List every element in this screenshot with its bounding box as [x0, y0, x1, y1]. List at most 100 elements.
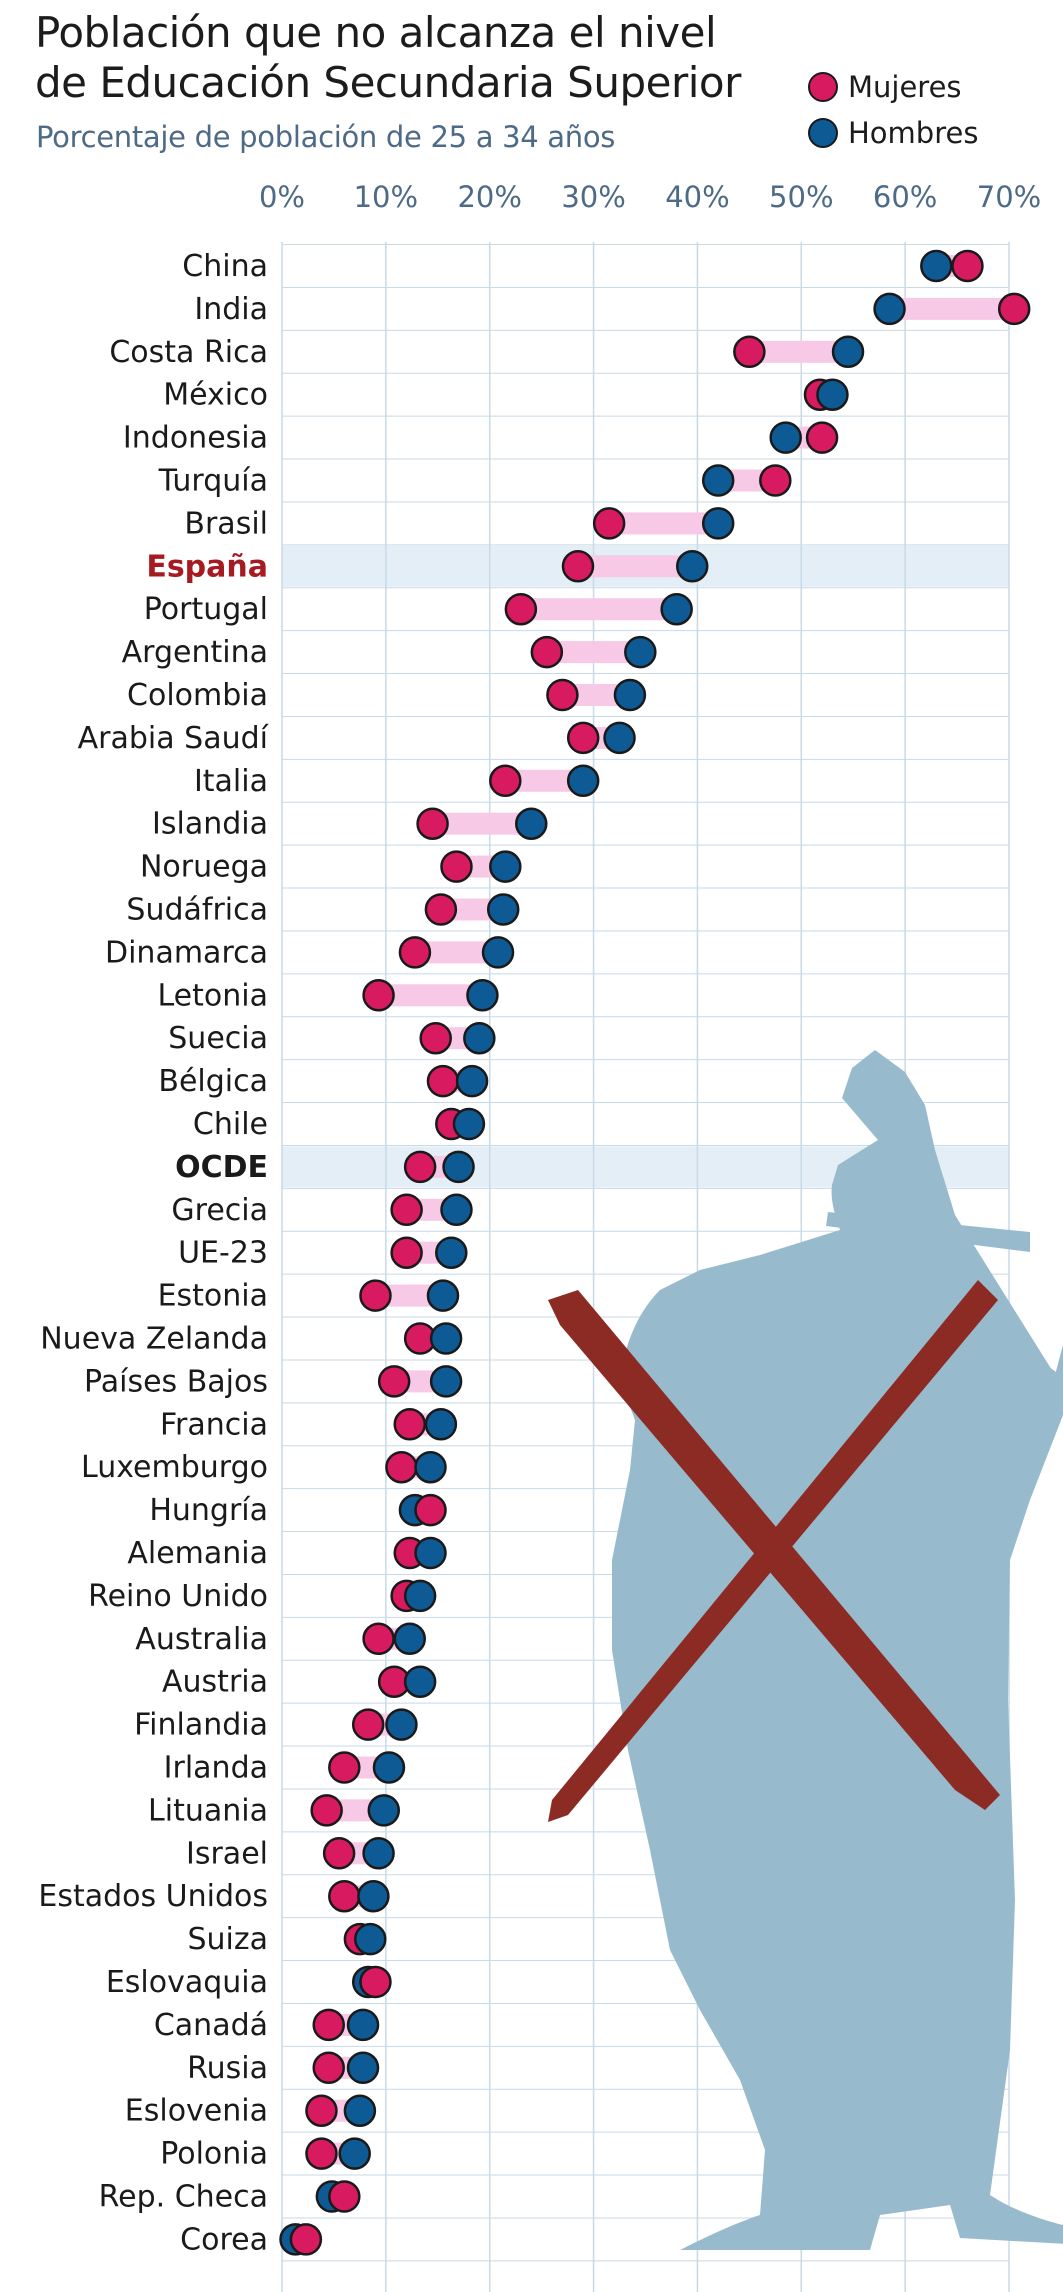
dot-mujeres [414, 1493, 447, 1527]
graduate-cap-tassel [670, 1342, 676, 1390]
dot-hombres [385, 1708, 418, 1741]
country-label: Canadá [154, 2008, 268, 2043]
x-tick-label: 60% [873, 180, 937, 214]
range-bar [505, 769, 584, 792]
dot-hombres [920, 249, 953, 283]
dot-mujeres [312, 2051, 345, 2085]
country-label: México [163, 378, 268, 413]
dot-mujeres [322, 1837, 356, 1870]
dot-hombres [372, 1751, 406, 1784]
dot-hombres [873, 292, 906, 326]
chart-title-line-2: de Educación Secundaria Superior [35, 58, 741, 107]
country-label: Costa Rica [109, 335, 268, 370]
dot-mujeres [359, 1965, 392, 1999]
country-label: Eslovaquia [106, 1965, 268, 2000]
dot-mujeres [805, 421, 839, 454]
country-label: Estonia [158, 1279, 268, 1314]
dot-mujeres [305, 2094, 338, 2127]
dot-hombres [769, 421, 802, 454]
country-label: Australia [135, 1622, 268, 1657]
dot-mujeres [561, 550, 595, 583]
country-label: Luxemburgo [81, 1450, 268, 1485]
dot-hombres [442, 1150, 475, 1184]
country-label: Lituania [148, 1793, 268, 1828]
country-label: Corea [180, 2222, 268, 2257]
dot-mujeres [351, 1708, 385, 1741]
dot-hombres [424, 1408, 458, 1441]
dot-mujeres [328, 1879, 361, 1913]
dot-hombres [346, 2008, 380, 2042]
x-tick-label: 10% [354, 180, 418, 214]
dot-mujeres [289, 2223, 323, 2256]
country-label: Dinamarca [105, 935, 268, 970]
dot-mujeres [310, 1794, 343, 1827]
country-label: OCDE [175, 1150, 268, 1185]
country-label: Rep. Checa [99, 2180, 268, 2215]
country-label: Sudáfrica [126, 893, 268, 928]
country-labels: China India Costa Rica México Indonesia Turqu… [38, 249, 269, 2257]
range-bar [378, 984, 483, 1007]
dot-hombres [362, 1837, 395, 1870]
x-tick-label: 70% [977, 180, 1041, 214]
dot-hombres [660, 592, 693, 626]
country-label: Argentina [122, 635, 268, 670]
legend-dot-hombres [808, 118, 838, 148]
range-bar [520, 598, 677, 621]
country-label: Portugal [144, 592, 268, 627]
dot-mujeres [359, 1279, 392, 1312]
x-tick-label: 20% [457, 180, 521, 214]
dot-mujeres [424, 893, 458, 926]
graduate-raised-arm [905, 1212, 1060, 1440]
x-axis-ticks: 0% 10% 20% 30% 40% 50% 60% 70% [259, 180, 1041, 214]
chart-title: Población que no alcanza el nivel de Edu… [35, 8, 741, 108]
dot-hombres [403, 1579, 437, 1613]
dot-hombres [816, 378, 849, 411]
dot-hombres [566, 764, 600, 798]
dot-mujeres [419, 1021, 452, 1055]
dot-hombres [426, 1279, 460, 1312]
dot-hombres [367, 1794, 401, 1827]
dot-hombres [354, 1922, 387, 1956]
country-label: Grecia [171, 1193, 268, 1228]
data-dots [279, 249, 1031, 2256]
country-label: Islandia [152, 807, 268, 842]
dot-mujeres [504, 592, 538, 626]
dot-hombres [489, 850, 522, 883]
dot-mujeres [759, 464, 792, 497]
country-label: Francia [160, 1407, 268, 1442]
country-label: Finlandia [134, 1708, 268, 1743]
country-label: China [182, 249, 268, 284]
graduate-illustration [548, 1050, 1063, 2250]
dot-hombres [831, 335, 865, 369]
dot-hombres [429, 1365, 463, 1398]
dot-hombres [675, 550, 709, 583]
legend-item-hombres: Hombres [808, 113, 978, 153]
dot-hombres [463, 1021, 496, 1055]
country-label: Rusia [187, 2051, 268, 2086]
country-label: Brasil [184, 506, 268, 541]
dot-hombres [435, 1236, 468, 1269]
dot-hombres [414, 1450, 447, 1484]
country-label: Arabia Saudí [78, 721, 270, 756]
country-label: Irlanda [164, 1751, 268, 1786]
country-label: Estados Unidos [38, 1879, 268, 1914]
country-label: Letonia [158, 978, 269, 1013]
dot-mujeres [416, 807, 449, 840]
x-tick-label: 50% [769, 180, 833, 214]
dot-hombres [603, 721, 636, 755]
dot-mujeres [328, 1751, 361, 1784]
range-bar [609, 512, 719, 535]
dot-mujeres [377, 1365, 411, 1398]
dot-hombres [701, 464, 735, 497]
range-bar [562, 684, 630, 706]
country-label: Indonesia [123, 421, 268, 456]
country-label: Italia [194, 764, 268, 799]
dot-hombres [466, 979, 499, 1012]
dot-mujeres [546, 678, 579, 712]
dot-hombres [613, 678, 647, 712]
country-label: Países Bajos [84, 1364, 268, 1399]
dot-hombres [624, 635, 657, 669]
country-label: Noruega [140, 850, 268, 885]
dot-mujeres [440, 850, 473, 883]
